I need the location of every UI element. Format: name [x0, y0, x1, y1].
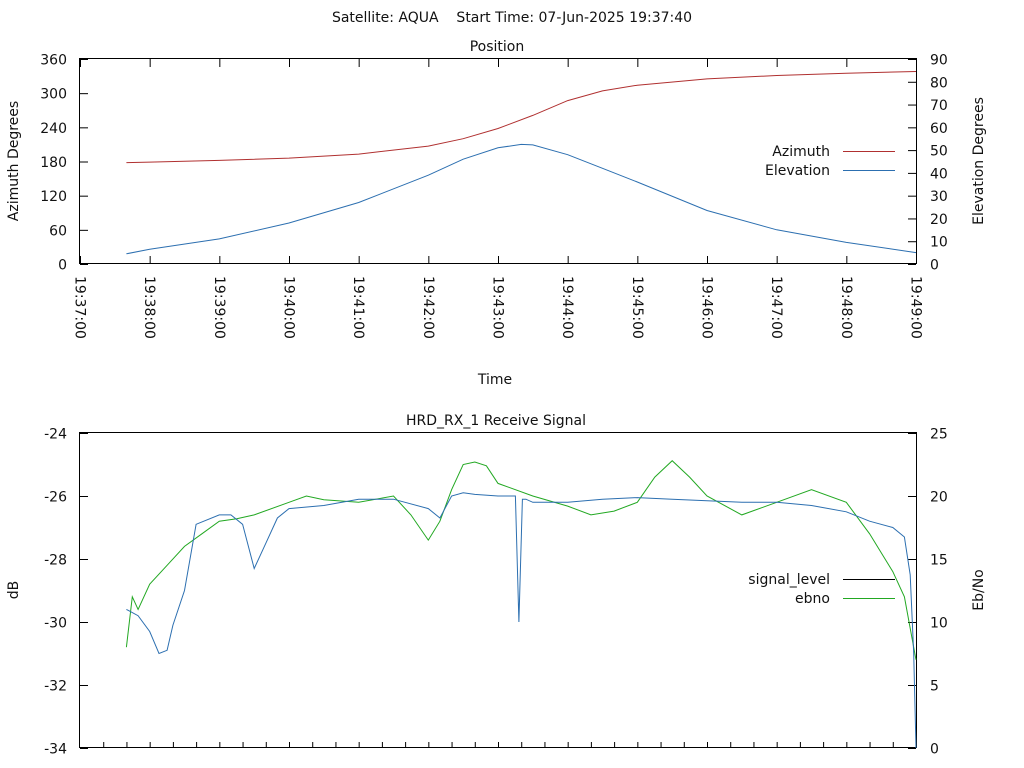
position-chart: Position 0 60 120 180 240 300 360 0 10 20 30 40 50 6…: [6, 39, 987, 388]
azimuth-tick-label: 360: [40, 53, 67, 69]
signal-chart: HRD_RX_1 Receive Signal -34-32-30-28-26-…: [6, 413, 987, 758]
db-tick-label: -34: [44, 742, 67, 758]
db-tick-label: -28: [44, 553, 67, 569]
ebno-axis-label: Eb/No: [971, 569, 987, 611]
azimuth-tick-label: 240: [40, 121, 67, 137]
series-line-elevation: [126, 143, 917, 255]
time-tick-label: 19:45:00: [629, 276, 645, 339]
elevation-tick-label: 60: [930, 121, 948, 137]
time-tick-label: 19:49:00: [908, 276, 924, 339]
db-axis-label: dB: [6, 581, 22, 600]
time-tick-label: 19:46:00: [699, 276, 715, 339]
ebno-tick-labels: 0 5 10 15 20 25: [930, 427, 948, 758]
elevation-tick-label: 70: [930, 98, 948, 114]
azimuth-tick-label: 180: [40, 155, 67, 171]
position-legend: Azimuth Elevation: [765, 144, 895, 179]
position-series: [126, 71, 917, 255]
time-axis-label: Time: [477, 372, 512, 388]
db-tick-label: -26: [44, 490, 67, 506]
series-line-ebno: [125, 460, 917, 660]
db-tick-label: -30: [44, 616, 67, 632]
azimuth-tick-label: 300: [40, 87, 67, 103]
ebno-tick-label: 25: [930, 427, 948, 443]
legend-label-signal-level: signal_level: [748, 572, 830, 588]
elevation-tick-label: 50: [930, 144, 948, 160]
time-tick-labels: 19:37:00 19:38:00 19:39:00 19:40:00 19:41:00…: [72, 276, 924, 339]
elevation-tick-label: 0: [930, 258, 939, 274]
elevation-tick-label: 40: [930, 166, 948, 182]
ebno-tick-label: 10: [930, 616, 948, 632]
time-tick-label: 19:37:00: [72, 276, 88, 339]
series-line-azimuth: [126, 71, 917, 164]
legend-label-ebno: ebno: [795, 591, 830, 607]
elevation-tick-label: 10: [930, 235, 948, 251]
signal-legend: signal_level ebno: [748, 572, 895, 607]
signal-plot-frame: [79, 432, 917, 748]
time-tick-label: 19:40:00: [281, 276, 297, 339]
db-tick-label: -24: [44, 427, 67, 443]
azimuth-tick-label: 0: [58, 258, 67, 274]
time-tick-label: 19:43:00: [490, 276, 506, 339]
legend-label-elevation: Elevation: [765, 163, 830, 179]
ebno-tick-label: 15: [930, 553, 948, 569]
db-tick-label: -32: [44, 679, 67, 695]
series-line-signal-level: [126, 492, 917, 749]
time-tick-label: 19:39:00: [211, 276, 227, 339]
azimuth-tick-label: 60: [49, 223, 67, 239]
azimuth-tick-label: 120: [40, 189, 67, 205]
signal-chart-title: HRD_RX_1 Receive Signal: [406, 413, 586, 429]
figure-title: Satellite: AQUA Start Time: 07-Jun-2025 …: [332, 10, 692, 26]
ebno-tick-label: 0: [930, 742, 939, 758]
time-tick-label: 19:42:00: [420, 276, 436, 339]
elevation-tick-labels: 0 10 20 30 40 50 60 70 80 90: [930, 53, 948, 274]
signal-series: [125, 460, 917, 749]
azimuth-axis-label: Azimuth Degrees: [6, 101, 22, 221]
time-tick-label: 19:48:00: [838, 276, 854, 339]
ebno-tick-label: 5: [930, 679, 939, 695]
elevation-tick-label: 30: [930, 189, 948, 205]
db-tick-labels: -34 -32 -30 -28 -26 -24: [44, 427, 67, 758]
elevation-tick-label: 80: [930, 75, 948, 91]
elevation-tick-label: 90: [930, 53, 948, 69]
time-tick-label: 19:47:00: [768, 276, 784, 339]
time-tick-label: 19:44:00: [559, 276, 575, 339]
position-chart-title: Position: [470, 39, 525, 55]
azimuth-tick-labels: 0 60 120 180 240 300 360: [40, 53, 67, 274]
elevation-tick-label: 20: [930, 212, 948, 228]
position-ticks: [80, 59, 917, 265]
legend-label-azimuth: Azimuth: [772, 144, 830, 160]
ebno-tick-label: 20: [930, 490, 948, 506]
time-tick-label: 19:38:00: [141, 276, 157, 339]
signal-ticks: [80, 433, 916, 749]
elevation-axis-label: Elevation Degrees: [971, 97, 987, 225]
time-tick-label: 19:41:00: [350, 276, 366, 339]
